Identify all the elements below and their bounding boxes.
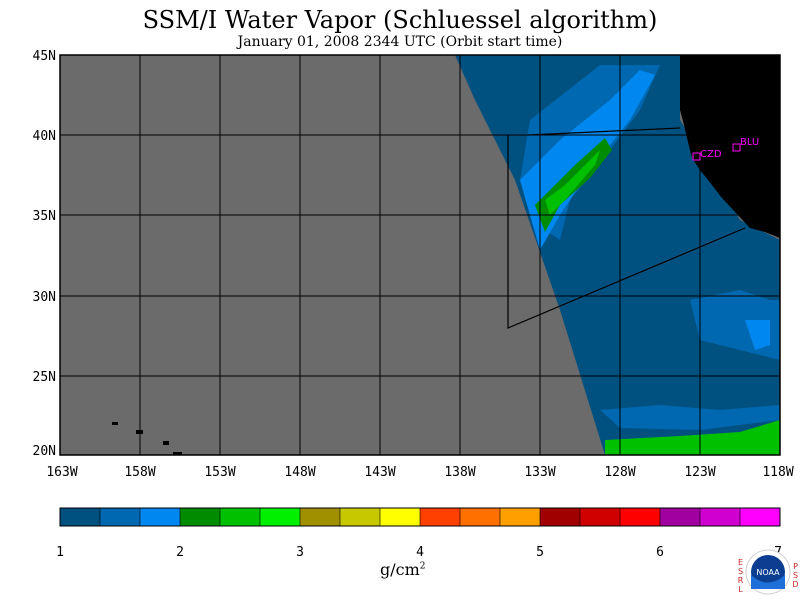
lon-label-148w: 148W (284, 465, 315, 480)
colorbar-swatch (700, 508, 741, 526)
lon-label-143w: 143W (364, 465, 395, 480)
colorbar-swatch (300, 508, 341, 526)
station-marker-czd (692, 152, 701, 161)
noaa-logo: NOAA (745, 549, 791, 595)
station-label-blu: BLU (740, 137, 759, 148)
colorbar-swatch (380, 508, 421, 526)
station-label-czd: CZD (700, 149, 722, 160)
esrl-text: ESRL (736, 558, 745, 594)
lon-label-163w: 163W (46, 465, 77, 480)
colorbar-swatch (220, 508, 261, 526)
unit-text: g/cm (380, 560, 420, 579)
lon-label-153w: 153W (204, 465, 235, 480)
colorbar-label-2: 2 (176, 545, 184, 560)
land-mass (680, 55, 780, 238)
map-subtitle: January 01, 2008 2344 UTC (Orbit start t… (237, 34, 563, 50)
colorbar-label-3: 3 (296, 545, 304, 560)
colorbar-label-6: 6 (656, 545, 664, 560)
colorbar-swatch (100, 508, 141, 526)
colorbar-unit-label: g/cm2 (380, 560, 426, 579)
colorbar-swatch (620, 508, 661, 526)
lon-label-133w: 133W (524, 465, 555, 480)
colorbar-swatch (60, 508, 101, 526)
noaa-logo-text: NOAA (756, 568, 780, 577)
colorbar-swatch (260, 508, 301, 526)
colorbar-swatch (460, 508, 501, 526)
esrl-letters: ESRL (736, 558, 745, 594)
lon-label-118w: 118W (762, 465, 793, 480)
station-marker-blu (732, 143, 741, 152)
lon-label-138w: 138W (444, 465, 475, 480)
map-border (59, 54, 781, 456)
graticule (60, 55, 780, 455)
psd-letters: PSD (791, 562, 800, 589)
station-markers: CZD BLU (692, 137, 759, 161)
colorbar-swatch (660, 508, 701, 526)
colorbar-swatch (180, 508, 221, 526)
colorbar-label-1: 1 (56, 545, 64, 560)
lat-label-25n: 25N (33, 370, 56, 385)
lat-label-40n: 40N (33, 129, 56, 144)
colorbar-swatch (740, 508, 781, 526)
unit-exponent: 2 (419, 561, 426, 572)
colorbar-swatch (500, 508, 541, 526)
lon-label-123w: 123W (684, 465, 715, 480)
colorbar-swatch (540, 508, 581, 526)
colorbar-swatch (420, 508, 461, 526)
lon-label-128w: 128W (604, 465, 635, 480)
region-boundary (507, 127, 746, 329)
colorbar-label-5: 5 (536, 545, 544, 560)
lat-label-35n: 35N (33, 209, 56, 224)
lon-label-158w: 158W (124, 465, 155, 480)
longitude-labels: 163W 158W 153W 148W 143W 138W 133W 128W … (46, 465, 793, 480)
lat-label-45n: 45N (33, 49, 56, 64)
psd-text: PSD (791, 562, 800, 589)
colorbar (59, 507, 781, 527)
lat-label-30n: 30N (33, 290, 56, 305)
colorbar-labels: 1 2 3 4 5 6 7 (56, 545, 782, 560)
colorbar-swatch (340, 508, 381, 526)
latitude-labels: 45N 40N 35N 30N 25N 20N (33, 49, 56, 459)
colorbar-label-4: 4 (416, 545, 424, 560)
map-title: SSM/I Water Vapor (Schluessel algorithm) (142, 6, 658, 34)
colorbar-swatch (140, 508, 181, 526)
lat-label-20n: 20N (33, 444, 56, 459)
colorbar-swatch (580, 508, 621, 526)
